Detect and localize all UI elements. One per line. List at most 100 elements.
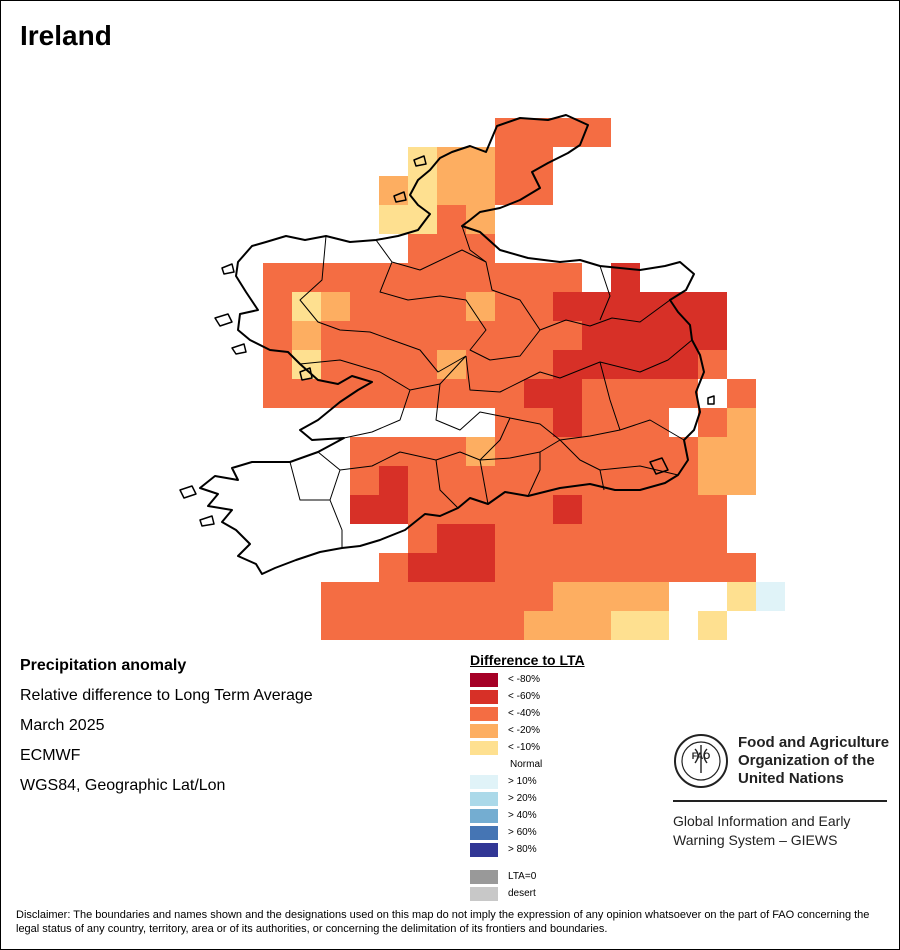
anomaly-cell [640, 553, 669, 582]
legend-item-10: > 80% [470, 842, 585, 859]
anomaly-cell [466, 321, 495, 350]
legend-items: < -80% < -60% < -40% < -20% < -10% Normal > 10… [470, 672, 585, 859]
anomaly-cell [408, 553, 437, 582]
anomaly-cell [350, 437, 379, 466]
fao-divider [673, 800, 887, 802]
anomaly-cell [495, 408, 524, 437]
anomaly-cell [582, 350, 611, 379]
anomaly-cell [698, 321, 727, 350]
anomaly-cell [350, 611, 379, 640]
anomaly-cell [466, 582, 495, 611]
anomaly-cell [263, 350, 292, 379]
anomaly-cell [350, 582, 379, 611]
anomaly-cell [582, 437, 611, 466]
anomaly-cell [292, 263, 321, 292]
legend: Difference to LTA < -80% < -60% < -40% < -2… [470, 652, 585, 903]
legend-swatch [470, 792, 498, 806]
anomaly-cell [321, 263, 350, 292]
info-subtitle: Relative difference to Long Term Average [20, 687, 313, 704]
anomaly-cell [263, 321, 292, 350]
anomaly-cell [698, 408, 727, 437]
anomaly-cell [321, 321, 350, 350]
anomaly-cell [350, 292, 379, 321]
anomaly-cell [553, 495, 582, 524]
anomaly-grid [263, 118, 785, 640]
anomaly-cell [408, 292, 437, 321]
anomaly-cell [408, 205, 437, 234]
anomaly-cell [524, 524, 553, 553]
anomaly-cell [611, 553, 640, 582]
anomaly-cell [553, 408, 582, 437]
anomaly-cell [379, 611, 408, 640]
legend-item-7: > 20% [470, 791, 585, 808]
anomaly-cell [379, 321, 408, 350]
anomaly-cell [437, 176, 466, 205]
legend-label: < -40% [508, 708, 540, 719]
anomaly-cell [553, 263, 582, 292]
anomaly-cell [698, 466, 727, 495]
anomaly-cell [553, 292, 582, 321]
anomaly-cell [437, 292, 466, 321]
anomaly-cell [582, 408, 611, 437]
anomaly-cell [466, 495, 495, 524]
anomaly-cell [698, 553, 727, 582]
anomaly-cell [611, 524, 640, 553]
anomaly-cell [437, 466, 466, 495]
anomaly-cell [727, 379, 756, 408]
anomaly-cell [582, 524, 611, 553]
anomaly-cell [321, 350, 350, 379]
anomaly-cell [466, 611, 495, 640]
giews-name: Global Information and Early Warning Sys… [673, 812, 850, 850]
legend-swatch [470, 809, 498, 823]
anomaly-cell [350, 263, 379, 292]
anomaly-cell [379, 205, 408, 234]
legend-extra-item-1: desert [470, 886, 585, 903]
anomaly-cell [669, 321, 698, 350]
map-title: Ireland [20, 20, 112, 51]
anomaly-cell [379, 466, 408, 495]
anomaly-cell [669, 495, 698, 524]
anomaly-cell [582, 379, 611, 408]
anomaly-cell [379, 350, 408, 379]
anomaly-cell [437, 205, 466, 234]
legend-item-3: < -20% [470, 723, 585, 740]
anomaly-cell [698, 437, 727, 466]
legend-extra-item-0: LTA=0 [470, 869, 585, 886]
anomaly-cell [640, 582, 669, 611]
anomaly-cell [669, 524, 698, 553]
anomaly-cell [408, 524, 437, 553]
anomaly-cell [466, 553, 495, 582]
legend-label: LTA=0 [508, 871, 537, 882]
legend-item-1: < -60% [470, 689, 585, 706]
map-info: Precipitation anomaly Relative differenc… [20, 655, 313, 805]
anomaly-cell [553, 350, 582, 379]
anomaly-cell [437, 553, 466, 582]
anomaly-cell [466, 147, 495, 176]
anomaly-cell [582, 466, 611, 495]
anomaly-cell [611, 408, 640, 437]
map-area [179, 114, 785, 640]
anomaly-cell [379, 292, 408, 321]
anomaly-cell [466, 350, 495, 379]
anomaly-cell [408, 611, 437, 640]
anomaly-cell [524, 118, 553, 147]
disclaimer: Disclaimer: The boundaries and names sho… [16, 909, 870, 935]
legend-label: < -20% [508, 725, 540, 736]
anomaly-cell [553, 118, 582, 147]
anomaly-cell [582, 321, 611, 350]
anomaly-cell [437, 379, 466, 408]
anomaly-cell [350, 495, 379, 524]
anomaly-cell [582, 118, 611, 147]
legend-swatch [470, 843, 498, 857]
anomaly-cell [640, 350, 669, 379]
anomaly-cell [524, 147, 553, 176]
anomaly-cell [263, 379, 292, 408]
legend-label: < -60% [508, 691, 540, 702]
anomaly-cell [553, 524, 582, 553]
anomaly-cell [263, 263, 292, 292]
anomaly-cell [466, 234, 495, 263]
anomaly-cell [640, 379, 669, 408]
anomaly-cell [495, 321, 524, 350]
legend-swatch [470, 724, 498, 738]
giews-line1: Global Information and Early [673, 813, 851, 829]
